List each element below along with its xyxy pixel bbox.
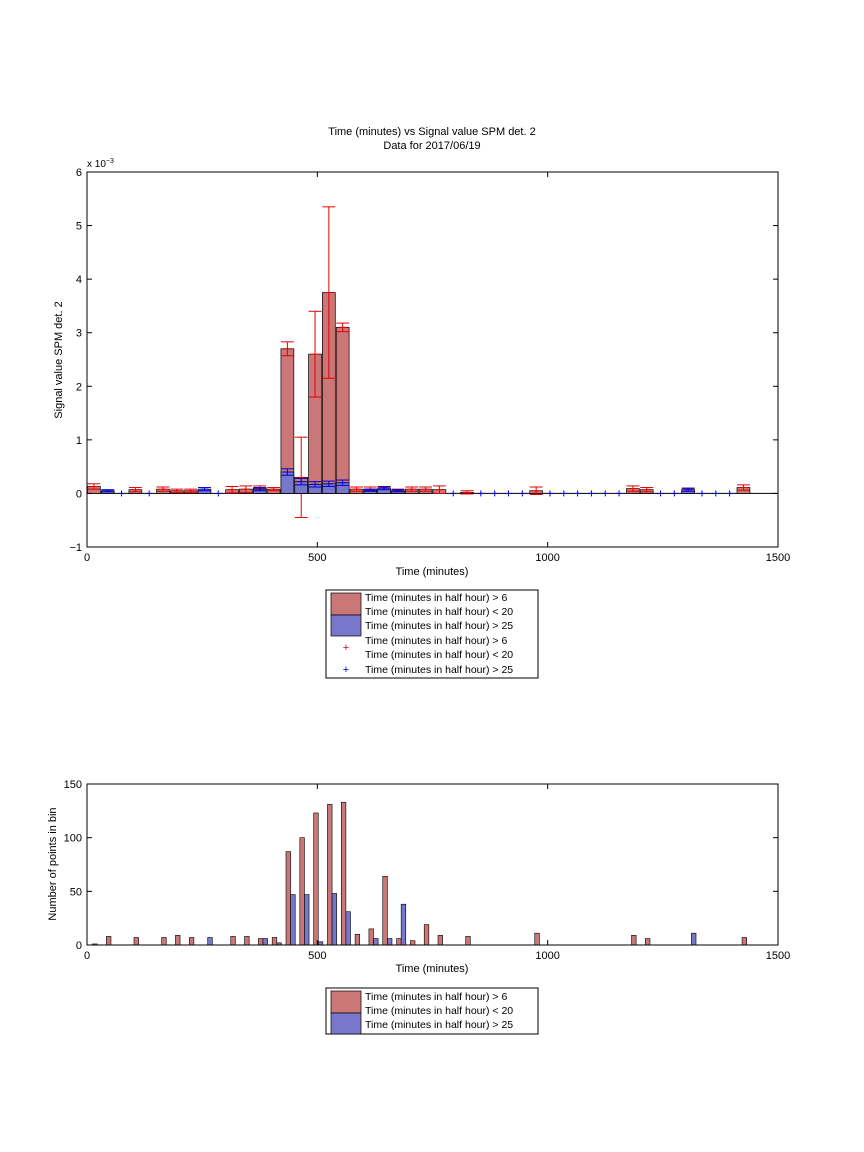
bin-bar-blue xyxy=(331,893,337,946)
bin-bar-red xyxy=(244,936,250,946)
top-legend-plus-red: + xyxy=(343,642,349,654)
bottom-x-axis-label: Time (minutes) xyxy=(396,963,469,975)
bin-bar-red xyxy=(299,837,305,946)
top-chart: Time (minutes) vs Signal value SPM det. … xyxy=(53,126,790,679)
x-tick-label: 500 xyxy=(308,552,326,564)
top-legend: + + Time (minutes in half hour) > 6 Time… xyxy=(325,589,539,679)
top-legend-entry: Time (minutes in half hour) > 25 xyxy=(365,620,513,632)
bin-bar-red xyxy=(258,938,264,946)
bin-bar-red xyxy=(437,935,443,946)
bottom-legend-entry: Time (minutes in half hour) > 6 xyxy=(365,991,507,1003)
bin-bar-red xyxy=(645,938,651,946)
bin-bar-blue xyxy=(345,911,351,946)
bottom-legend-entry: Time (minutes in half hour) > 25 xyxy=(365,1019,513,1031)
bin-bar-red xyxy=(313,812,319,946)
bin-bar-red xyxy=(465,936,471,946)
top-y-axis-label: Signal value SPM det. 2 xyxy=(53,301,65,418)
bin-bar-red xyxy=(285,851,291,946)
x-tick-label: 500 xyxy=(308,950,326,962)
y-tick-label: 5 xyxy=(76,221,82,233)
top-y-exponent: x 10−3 xyxy=(87,158,114,170)
bottom-legend: Time (minutes in half hour) > 6 Time (mi… xyxy=(325,987,539,1035)
top-legend-swatch-red xyxy=(330,592,362,616)
bottom-ticks: 0 500 1000 1500 0 50 100 150 xyxy=(64,779,791,962)
top-legend-swatch-blue xyxy=(330,614,362,637)
bin-bar-blue xyxy=(387,938,393,946)
y-tick-label: −1 xyxy=(69,542,82,554)
y-tick-label: 1 xyxy=(76,435,82,447)
bin-bar-red xyxy=(354,933,361,946)
bin-bar-red xyxy=(534,932,540,946)
bin-bar-red xyxy=(188,937,195,946)
bin-bar-blue xyxy=(207,937,213,946)
bin-bar-red xyxy=(741,937,747,946)
y-tick-label: 150 xyxy=(64,779,82,791)
bottom-legend-swatch-blue xyxy=(330,1012,362,1035)
x-tick-label: 1500 xyxy=(766,552,790,564)
top-x-axis-label: Time (minutes) xyxy=(396,566,469,578)
x-tick-label: 1000 xyxy=(535,950,559,962)
bin-bar-blue xyxy=(373,938,379,946)
y-tick-label: 100 xyxy=(64,833,82,845)
y-tick-label: 3 xyxy=(76,328,82,340)
y-tick-label: 50 xyxy=(70,886,82,898)
top-legend-entry: Time (minutes in half hour) > 6 xyxy=(365,592,507,604)
bin-bar-red xyxy=(423,924,430,946)
bin-bar-red xyxy=(133,937,139,946)
x-tick-label: 1000 xyxy=(535,552,559,564)
top-axes-box xyxy=(86,171,779,548)
y-tick-label: 2 xyxy=(76,381,82,393)
bottom-legend-entry: Time (minutes in half hour) < 20 xyxy=(365,1005,513,1017)
y-tick-label: 0 xyxy=(76,488,82,500)
bottom-plot-area xyxy=(92,801,747,946)
x-tick-label: 0 xyxy=(84,950,90,962)
top-legend-entry: Time (minutes in half hour) < 20 xyxy=(365,606,513,618)
bin-bar-blue xyxy=(691,932,697,946)
bin-bar-blue xyxy=(304,894,310,946)
top-y-exponent-base: x 10 xyxy=(87,159,106,170)
bin-bar-blue xyxy=(290,894,296,946)
bin-bar-red xyxy=(106,936,112,946)
bottom-axes-box xyxy=(86,783,779,946)
y-tick-label: 4 xyxy=(76,274,82,286)
x-tick-label: 1500 xyxy=(766,950,790,962)
top-y-exponent-power: −3 xyxy=(106,158,114,165)
bin-bar-red xyxy=(327,804,333,946)
bin-bar-red xyxy=(382,876,388,946)
top-legend-entry: Time (minutes in half hour) > 6 xyxy=(365,635,507,647)
bin-bar-red xyxy=(631,935,637,946)
top-legend-entry: Time (minutes in half hour) > 25 xyxy=(365,664,513,676)
bar-red xyxy=(335,327,350,494)
top-chart-title: Time (minutes) vs Signal value SPM det. … xyxy=(328,126,535,138)
top-plot-area xyxy=(87,206,778,519)
bottom-legend-swatch-red xyxy=(330,990,362,1014)
bin-bar-red xyxy=(410,940,416,946)
top-chart-subtitle: Data for 2017/06/19 xyxy=(383,140,480,152)
bin-bar-blue xyxy=(262,938,268,946)
bin-bar-red xyxy=(340,801,347,946)
top-legend-plus-blue: + xyxy=(343,664,349,676)
y-tick-label: 0 xyxy=(76,940,82,952)
bottom-chart: 0 500 1000 1500 0 50 100 150 Time (minutes) Num… xyxy=(47,779,791,1035)
bin-bar-red xyxy=(396,938,402,946)
bin-bar-red xyxy=(230,936,236,946)
bin-bar-red xyxy=(161,937,167,946)
bin-bar-red xyxy=(271,937,278,946)
bin-bar-red xyxy=(368,928,374,946)
bin-bar-red xyxy=(175,935,181,946)
bottom-y-axis-label: Number of points in bin xyxy=(47,807,59,920)
top-legend-entry: Time (minutes in half hour) < 20 xyxy=(365,649,513,661)
y-tick-label: 6 xyxy=(76,167,82,179)
x-tick-label: 0 xyxy=(84,552,90,564)
bin-bar-blue xyxy=(400,903,407,946)
